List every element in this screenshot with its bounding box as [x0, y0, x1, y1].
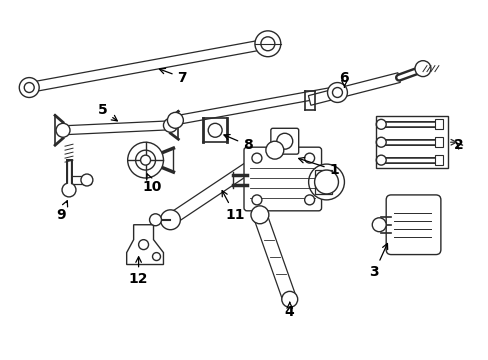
Circle shape — [160, 210, 180, 230]
FancyBboxPatch shape — [244, 147, 321, 211]
Circle shape — [308, 164, 344, 200]
Circle shape — [276, 133, 292, 149]
Circle shape — [163, 118, 177, 132]
Circle shape — [327, 82, 346, 103]
Circle shape — [414, 61, 430, 77]
Bar — [434, 155, 442, 165]
Circle shape — [152, 253, 160, 261]
Text: 12: 12 — [129, 257, 148, 287]
Circle shape — [62, 183, 76, 197]
Circle shape — [371, 218, 386, 232]
Text: 9: 9 — [56, 201, 67, 222]
Circle shape — [127, 142, 163, 178]
Circle shape — [19, 78, 39, 98]
Circle shape — [56, 123, 70, 137]
Circle shape — [24, 82, 34, 93]
Text: 3: 3 — [369, 243, 387, 279]
Circle shape — [375, 120, 386, 129]
Circle shape — [332, 87, 342, 98]
Text: 4: 4 — [285, 302, 294, 319]
Text: 2: 2 — [453, 138, 463, 152]
Text: 11: 11 — [222, 191, 244, 222]
Circle shape — [251, 153, 262, 163]
Text: 10: 10 — [142, 174, 162, 194]
Circle shape — [375, 155, 386, 165]
Bar — [314, 170, 332, 194]
Circle shape — [251, 195, 262, 205]
Polygon shape — [167, 145, 278, 225]
Circle shape — [375, 137, 386, 147]
Circle shape — [138, 240, 148, 249]
Circle shape — [250, 206, 268, 224]
Bar — [434, 120, 442, 129]
Polygon shape — [28, 39, 268, 93]
FancyBboxPatch shape — [386, 195, 440, 255]
Polygon shape — [253, 212, 296, 302]
Text: 5: 5 — [98, 103, 117, 121]
Circle shape — [281, 291, 297, 307]
Circle shape — [254, 31, 280, 57]
Circle shape — [135, 150, 155, 170]
Circle shape — [208, 123, 222, 137]
Bar — [375, 116, 447, 168]
Circle shape — [81, 174, 93, 186]
Text: 1: 1 — [298, 157, 339, 177]
Polygon shape — [62, 121, 170, 135]
Polygon shape — [308, 73, 400, 105]
Circle shape — [304, 195, 314, 205]
Bar — [434, 137, 442, 147]
Text: 8: 8 — [224, 135, 252, 152]
Text: 7: 7 — [159, 68, 187, 85]
Text: 6: 6 — [339, 71, 348, 87]
Circle shape — [304, 153, 314, 163]
Circle shape — [265, 141, 283, 159]
Circle shape — [261, 37, 274, 51]
Circle shape — [141, 155, 150, 165]
Polygon shape — [126, 225, 163, 265]
Circle shape — [149, 214, 161, 226]
Polygon shape — [174, 86, 340, 125]
Polygon shape — [69, 176, 91, 184]
FancyBboxPatch shape — [270, 128, 298, 154]
Circle shape — [314, 170, 338, 194]
Circle shape — [167, 112, 183, 128]
